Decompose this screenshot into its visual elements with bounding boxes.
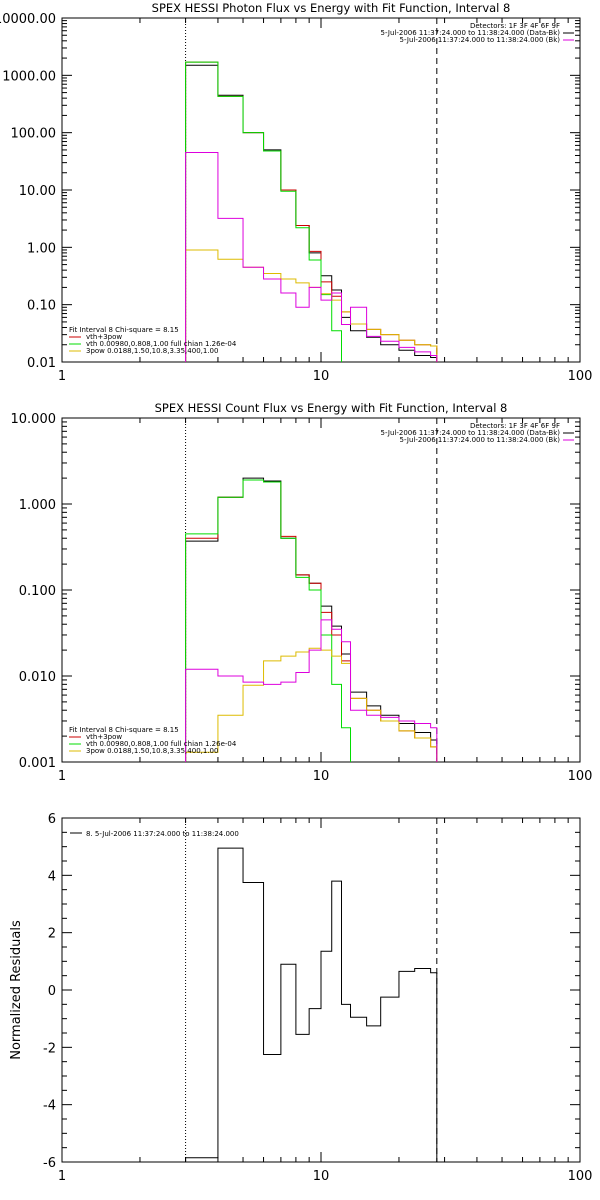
legend-top-item: Detectors: 1F 3F 4F 6F 9F: [470, 22, 560, 30]
legend-bottom-item: vth 0.00980,0.808,1.00 full chian 1.26e-…: [86, 740, 237, 748]
series-vth-3pow: [185, 61, 438, 362]
y-tick-label: 1.00: [27, 241, 56, 256]
x-tick-label: 100: [568, 369, 593, 384]
y-tick-label: 0.100: [19, 584, 56, 599]
series-group: [185, 847, 438, 1162]
y-tick-label: 100.00: [11, 127, 57, 142]
series-bk: [185, 619, 438, 762]
x-tick-label: 100: [568, 1169, 593, 1184]
y-tick-label: 10.000: [11, 412, 57, 427]
series-vth: [185, 479, 438, 762]
x-tick-label: 1: [58, 1169, 66, 1184]
x-tick-label: 10: [313, 1169, 330, 1184]
chart-title: SPEX HESSI Count Flux vs Energy with Fit…: [155, 401, 508, 415]
series-3pow: [185, 647, 438, 762]
series-bk: [185, 152, 438, 362]
legend-bottom-item: vth 0.00980,0.808,1.00 full chian 1.26e-…: [86, 340, 237, 348]
y-tick-label: 0.001: [19, 756, 56, 771]
y-tick-label: -6: [43, 1156, 56, 1171]
legend-top-item: 5-Jul-2006 11:37:24.000 to 11:38:24.000 …: [400, 436, 561, 444]
y-tick-label: -2: [43, 1041, 56, 1056]
legend-bottom-item: vth+3pow: [86, 733, 122, 741]
y-tick-label: -4: [43, 1099, 56, 1114]
chart-panel-3: 1 10 100 -6 -4 -2 0 2 4 6 Normalized Residuals 8. 5…: [9, 812, 592, 1184]
y-tick-label: 10.00: [19, 184, 56, 199]
chart-panel-1: SPEX HESSI Photon Flux vs Energy with Fi…: [0, 1, 593, 384]
y-tick-label: 10000.00: [0, 12, 56, 27]
x-tick-label: 10: [313, 769, 330, 784]
series-vth: [185, 61, 438, 362]
chart-title: SPEX HESSI Photon Flux vs Energy with Fi…: [152, 1, 511, 15]
series-residuals: [185, 847, 438, 1162]
y-tick-label: 6: [48, 812, 56, 827]
legend-top-item: 5-Jul-2006 11:37:24.000 to 11:38:24.000 …: [381, 429, 561, 437]
legend-top-item: 8. 5-Jul-2006 11:37:24.000 to 11:38:24.0…: [86, 830, 239, 838]
series-group: [185, 61, 438, 362]
y-tick-label: 0.01: [27, 356, 56, 371]
legend-bottom-item: Fit Interval 8 Chi-square = 8.15: [69, 726, 179, 734]
y-tick-label: 0.010: [19, 670, 56, 685]
y-tick-label: 1000.00: [2, 69, 56, 84]
x-tick-label: 1: [58, 769, 66, 784]
y-tick-label: 4: [48, 869, 56, 884]
y-tick-label: 2: [48, 927, 56, 942]
series-group: [185, 477, 438, 762]
legend-bottom-item: 3pow 0.0188,1.50,10.8,3.35,400,1.00: [86, 747, 218, 755]
y-tick-label: 0: [48, 984, 56, 999]
legend-top-item: Detectors: 1F 3F 4F 6F 9F: [470, 422, 560, 430]
legend-top-item: 5-Jul-2006 11:37:24.000 to 11:38:24.000 …: [381, 29, 561, 37]
plot-frame: [61, 17, 581, 363]
y-axis-label: Normalized Residuals: [9, 920, 24, 1060]
x-tick-label: 100: [568, 769, 593, 784]
x-tick-label: 10: [313, 369, 330, 384]
legend-bottom-item: 3pow 0.0188,1.50,10.8,3.35,400,1.00: [86, 347, 218, 355]
x-tick-label: 1: [58, 369, 66, 384]
legend-top-item: 5-Jul-2006 11:37:24.000 to 11:38:24.000 …: [400, 36, 561, 44]
y-tick-label: 0.10: [27, 299, 56, 314]
legend-bottom-item: vth+3pow: [86, 333, 122, 341]
series-data-bk: [185, 64, 438, 362]
legend-bottom-item: Fit Interval 8 Chi-square = 8.15: [69, 326, 179, 334]
chart-panel-2: SPEX HESSI Count Flux vs Energy with Fit…: [11, 401, 593, 784]
y-tick-label: 1.000: [19, 498, 56, 513]
